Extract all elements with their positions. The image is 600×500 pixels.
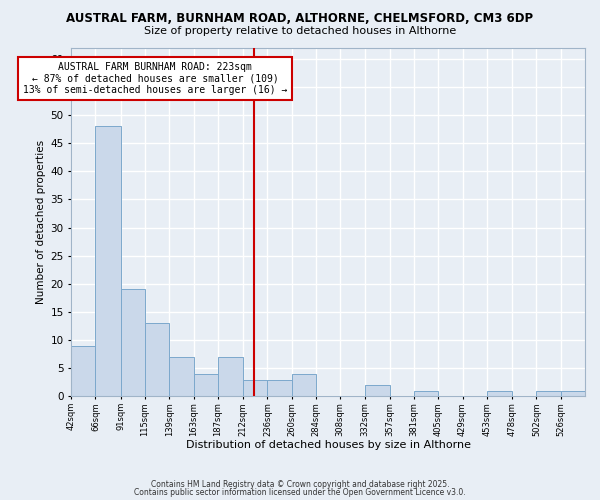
Bar <box>414 391 439 396</box>
Bar <box>243 380 268 396</box>
Bar <box>292 374 316 396</box>
Bar <box>95 126 121 396</box>
Bar <box>268 380 292 396</box>
Bar <box>145 323 169 396</box>
Bar <box>536 391 561 396</box>
X-axis label: Distribution of detached houses by size in Althorne: Distribution of detached houses by size … <box>185 440 470 450</box>
Bar <box>194 374 218 396</box>
Text: AUSTRAL FARM BURNHAM ROAD: 223sqm
← 87% of detached houses are smaller (109)
13%: AUSTRAL FARM BURNHAM ROAD: 223sqm ← 87% … <box>23 62 287 95</box>
Bar <box>365 385 390 396</box>
Y-axis label: Number of detached properties: Number of detached properties <box>36 140 46 304</box>
Text: Contains public sector information licensed under the Open Government Licence v3: Contains public sector information licen… <box>134 488 466 497</box>
Bar <box>561 391 585 396</box>
Text: Contains HM Land Registry data © Crown copyright and database right 2025.: Contains HM Land Registry data © Crown c… <box>151 480 449 489</box>
Text: AUSTRAL FARM, BURNHAM ROAD, ALTHORNE, CHELMSFORD, CM3 6DP: AUSTRAL FARM, BURNHAM ROAD, ALTHORNE, CH… <box>67 12 533 26</box>
Bar <box>121 290 145 397</box>
Bar <box>169 357 194 397</box>
Bar <box>71 346 95 397</box>
Bar <box>218 357 243 397</box>
Text: Size of property relative to detached houses in Althorne: Size of property relative to detached ho… <box>144 26 456 36</box>
Bar <box>487 391 512 396</box>
